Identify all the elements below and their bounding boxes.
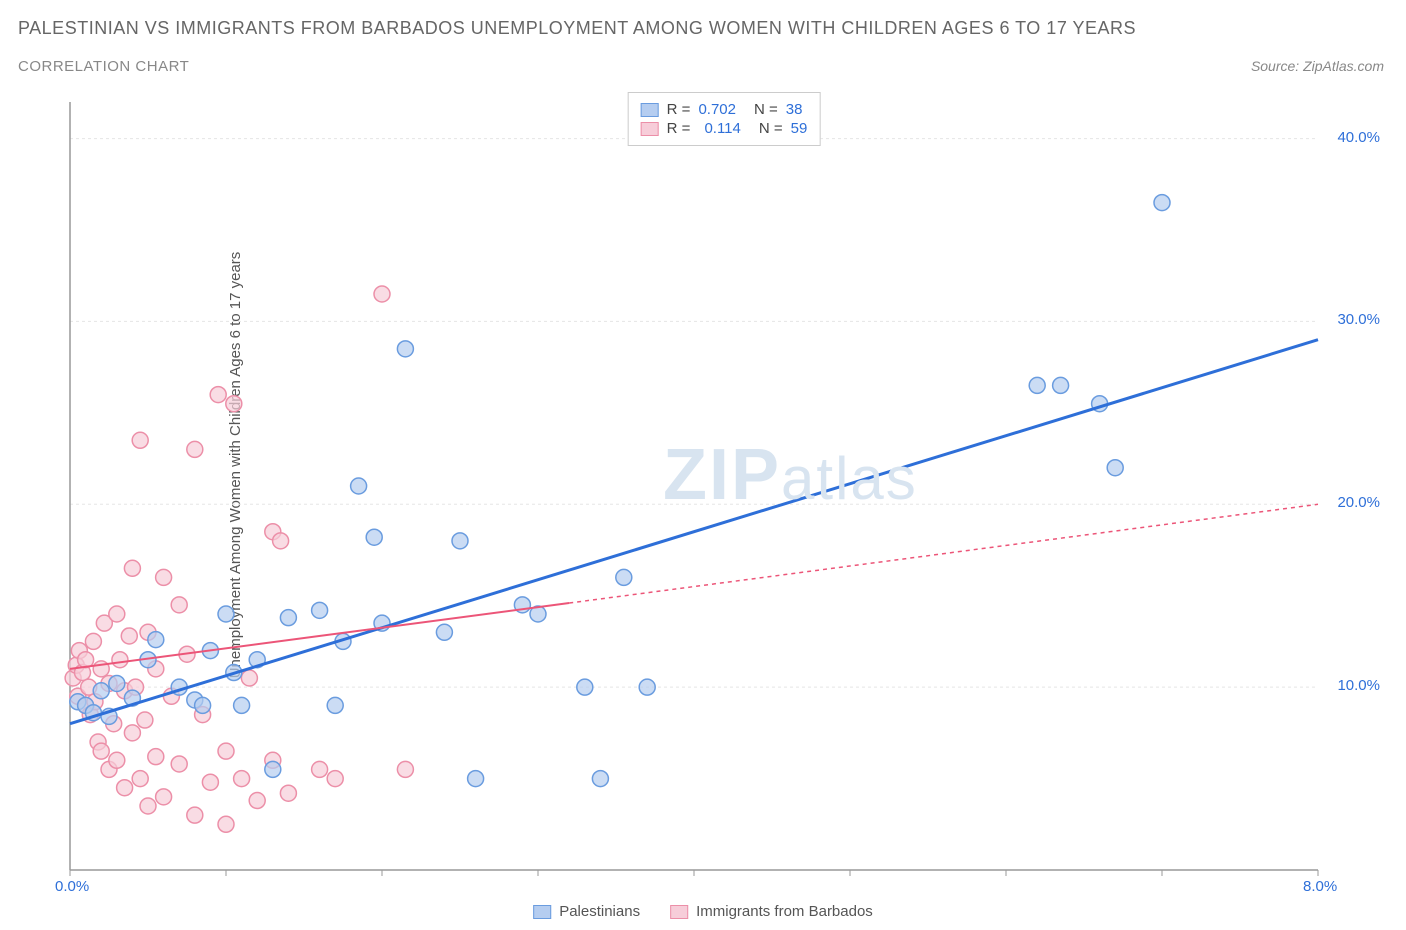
chart-subtitle: CORRELATION CHART xyxy=(18,58,189,75)
x-tick-label: 0.0% xyxy=(55,878,89,895)
y-tick-label: 10.0% xyxy=(1337,677,1380,694)
legend-n-value-1: 38 xyxy=(786,101,803,118)
legend-n-label: N = xyxy=(759,120,783,137)
legend-item-2: Immigrants from Barbados xyxy=(670,903,873,920)
legend-swatch-palestinians xyxy=(533,905,551,919)
legend-row-2: R = 0.114 N = 59 xyxy=(641,120,808,137)
legend-swatch-2 xyxy=(641,122,659,136)
scatter-plot xyxy=(60,92,1388,890)
legend-n-label: N = xyxy=(754,101,778,118)
legend-swatch-barbados xyxy=(670,905,688,919)
legend-r-label: R = xyxy=(667,120,691,137)
legend-r-value-1: 0.702 xyxy=(698,101,736,118)
legend-n-value-2: 59 xyxy=(791,120,808,137)
series-legend: Palestinians Immigrants from Barbados xyxy=(533,903,873,920)
y-tick-label: 40.0% xyxy=(1337,129,1380,146)
legend-label-1: Palestinians xyxy=(559,903,640,920)
legend-r-label: R = xyxy=(667,101,691,118)
legend-label-2: Immigrants from Barbados xyxy=(696,903,873,920)
legend-r-value-2: 0.114 xyxy=(704,120,740,137)
chart-title: PALESTINIAN VS IMMIGRANTS FROM BARBADOS … xyxy=(18,18,1136,39)
legend-item-1: Palestinians xyxy=(533,903,640,920)
chart-area: ZIPatlas R = 0.702 N = 38 R = 0.114 N = … xyxy=(60,92,1388,890)
legend-row-1: R = 0.702 N = 38 xyxy=(641,101,808,118)
y-tick-label: 20.0% xyxy=(1337,494,1380,511)
correlation-legend: R = 0.702 N = 38 R = 0.114 N = 59 xyxy=(628,92,821,146)
legend-swatch-1 xyxy=(641,103,659,117)
source-label: Source: ZipAtlas.com xyxy=(1251,58,1384,74)
x-tick-label: 8.0% xyxy=(1303,878,1337,895)
y-tick-label: 30.0% xyxy=(1337,311,1380,328)
